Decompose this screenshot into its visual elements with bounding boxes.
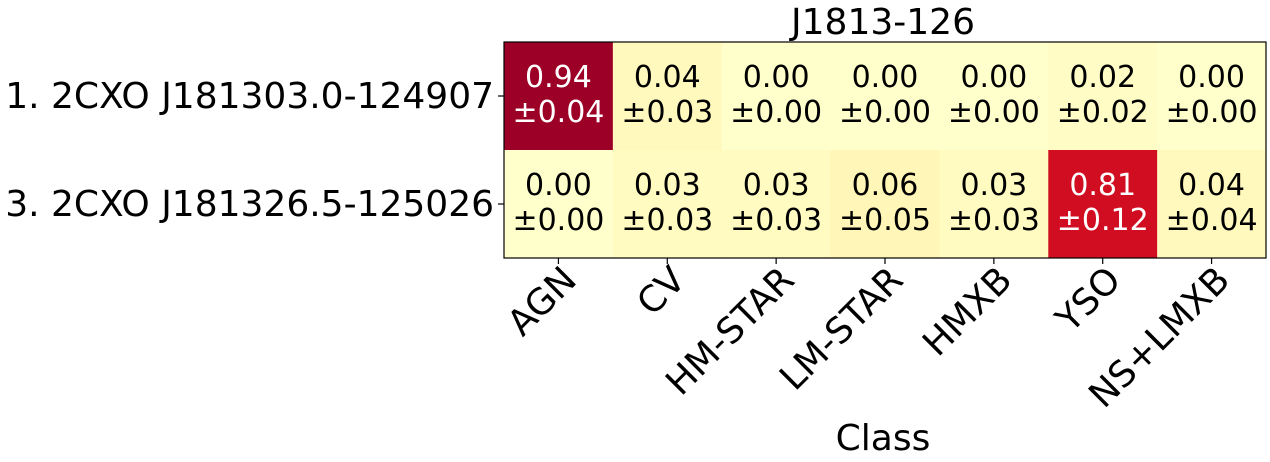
heatmap-cell-r1-c5 <box>1048 150 1158 259</box>
cell-error-label-r0-c3: ±0.00 <box>839 95 931 130</box>
cell-value-label-r1-c1: 0.03 <box>634 168 701 203</box>
cell-value-label-r1-c4: 0.03 <box>960 168 1027 203</box>
cell-value-label-r1-c6: 0.04 <box>1178 168 1245 203</box>
heatmap-cell-r0-c1 <box>612 42 723 151</box>
cell-error-label-r0-c4: ±0.00 <box>948 95 1040 130</box>
column-label-5: YSO <box>1048 259 1129 340</box>
cell-value-label-r1-c0: 0.00 <box>525 168 592 203</box>
heatmap-cell-r0-c2 <box>721 42 832 151</box>
cell-error-label-r1-c4: ±0.03 <box>948 203 1040 238</box>
heatmap-cell-r0-c5 <box>1048 42 1158 151</box>
heatmap-cell-r0-c0 <box>504 42 614 151</box>
cell-value-label-r0-c5: 0.02 <box>1069 60 1136 95</box>
cell-error-label-r1-c3: ±0.05 <box>839 203 931 238</box>
column-label-4: HMXB <box>915 259 1020 364</box>
cell-error-label-r1-c2: ±0.03 <box>730 203 822 238</box>
heatmap-cell-r0-c4 <box>939 42 1049 151</box>
row-labels: 1. 2CXO J181303.0-124907 3. 2CXO J181326.… <box>5 76 494 225</box>
row-label-0: 1. 2CXO J181303.0-124907 <box>5 76 494 117</box>
heatmap-cell-r1-c0 <box>504 150 614 259</box>
column-label-1: CV <box>629 259 693 323</box>
heatmap-cell-r1-c4 <box>939 150 1049 259</box>
cell-value-label-r0-c3: 0.00 <box>852 60 919 95</box>
cell-error-label-r0-c0: ±0.04 <box>512 95 604 130</box>
cell-error-label-r0-c2: ±0.00 <box>730 95 822 130</box>
cell-error-label-r1-c5: ±0.12 <box>1057 203 1149 238</box>
cell-error-label-r0-c6: ±0.00 <box>1166 95 1258 130</box>
heatmap-cell-r0-c6 <box>1157 42 1267 151</box>
cell-error-label-r1-c1: ±0.03 <box>621 203 713 238</box>
cell-value-label-r0-c0: 0.94 <box>525 60 592 95</box>
heatmap-cells: 0.94±0.040.04±0.030.00±0.000.00±0.000.00… <box>504 42 1267 259</box>
heatmap-cell-r0-c3 <box>830 42 940 151</box>
cell-error-label-r1-c0: ±0.00 <box>512 203 604 238</box>
cell-error-label-r1-c6: ±0.04 <box>1166 203 1258 238</box>
row-label-1: 3. 2CXO J181326.5-125026 <box>5 184 494 225</box>
cell-error-label-r0-c5: ±0.02 <box>1057 95 1149 130</box>
cell-value-label-r0-c2: 0.00 <box>743 60 810 95</box>
x-axis-label: Class <box>836 418 931 459</box>
cell-value-label-r0-c4: 0.00 <box>960 60 1027 95</box>
cell-value-label-r1-c2: 0.03 <box>743 168 810 203</box>
cell-value-label-r1-c3: 0.06 <box>852 168 919 203</box>
axis-ticks <box>498 95 1213 264</box>
chart-title: J1813-126 <box>789 2 975 43</box>
heatmap-cell-r1-c3 <box>830 150 940 259</box>
cell-value-label-r0-c6: 0.00 <box>1178 60 1245 95</box>
cell-error-label-r0-c1: ±0.03 <box>621 95 713 130</box>
heatmap-cell-r1-c2 <box>721 150 832 259</box>
column-label-0: AGN <box>500 259 585 344</box>
heatmap-cell-r1-c1 <box>612 150 723 259</box>
cell-value-label-r0-c1: 0.04 <box>634 60 701 95</box>
cell-value-label-r1-c5: 0.81 <box>1069 168 1136 203</box>
heatmap-cell-r1-c6 <box>1157 150 1267 259</box>
